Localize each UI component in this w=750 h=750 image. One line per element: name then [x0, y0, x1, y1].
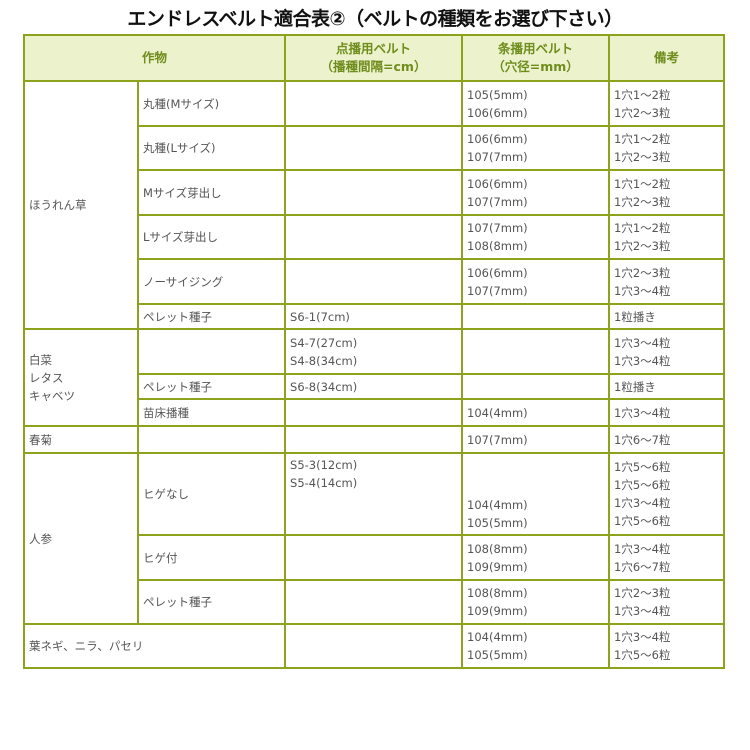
table-row: Lサイズ芽出し 107(7mm) 108(8mm) 1穴1～2粒 1穴2～3粒 [24, 214, 726, 260]
point-belt [284, 80, 464, 127]
notes: 1穴3～4粒 1穴6～7粒 [608, 534, 726, 581]
belt-compatibility-table: 作物 点播用ベルト （播種間隔=cm） 条播用ベルト （穴径=mm） 備考 ほう… [22, 34, 726, 669]
sub-type: ペレット種子 [136, 579, 287, 625]
notes: 1穴6～7粒 [608, 425, 726, 454]
table-row: ほうれん草 丸種(Mサイズ) 105(5mm) 106(6mm) 1穴1～2粒 … [23, 80, 726, 330]
point-belt [284, 398, 464, 427]
notes: 1穴1～2粒 1穴2～3粒 [608, 169, 726, 216]
table-row: ヒゲ付 108(8mm) 109(9mm) 1穴3～4粒 1穴6～7粒 [24, 534, 726, 581]
table-row: 春菊 107(7mm) 1穴6～7粒 [23, 425, 726, 454]
sub-type: ペレット種子 [136, 303, 287, 330]
header-row: 作物 点播用ベルト （播種間隔=cm） 条播用ベルト （穴径=mm） 備考 [22, 34, 726, 82]
crop-name: 人参 [23, 452, 139, 625]
table-row: ノーサイジング 106(6mm) 107(7mm) 1穴2～3粒 1穴3～4粒 [24, 258, 726, 305]
header-row-belt: 条播用ベルト （穴径=mm） [461, 34, 611, 82]
point-belt [284, 258, 464, 305]
point-belt [284, 534, 464, 581]
sub-type: 苗床播種 [136, 398, 287, 427]
crop-name: 葉ネギ、ニラ、パセリ [22, 623, 287, 669]
point-belt [284, 623, 464, 669]
header-notes: 備考 [608, 34, 726, 82]
sub-type: Mサイズ芽出し [136, 169, 287, 216]
notes: 1穴1～2粒 1穴2～3粒 [608, 125, 726, 171]
row-belt: 106(6mm) 107(7mm) [461, 169, 611, 216]
table-row: 白菜 レタス キャベツ S4-7(27cm) S4-8(34cm) 1穴3～4粒… [23, 328, 726, 427]
row-belt: 104(4mm) [461, 398, 611, 427]
notes: 1粒播き [608, 303, 726, 330]
table-row: 苗床播種 104(4mm) 1穴3～4粒 [24, 398, 726, 427]
point-belt [284, 214, 464, 260]
point-belt: S5-3(12cm) S5-4(14cm) [284, 452, 464, 536]
sub-type: ヒゲ付 [136, 534, 287, 581]
row-belt: 107(7mm) 108(8mm) [461, 214, 611, 260]
table-row: 丸種(Lサイズ) 106(6mm) 107(7mm) 1穴1～2粒 1穴2～3粒 [24, 125, 726, 171]
point-belt [284, 579, 464, 625]
row-belt [461, 373, 611, 400]
row-belt: 104(4mm) 105(5mm) [461, 452, 611, 536]
row-belt: 105(5mm) 106(6mm) [461, 80, 611, 127]
sub-type: ヒゲなし [136, 452, 287, 536]
point-belt [284, 425, 464, 454]
notes: 1穴3～4粒 [608, 398, 726, 427]
sub-type: 丸種(Lサイズ) [136, 125, 287, 171]
row-belt [461, 328, 611, 375]
crop-name: ほうれん草 [23, 80, 139, 330]
table-row: 人参 ヒゲなし S5-3(12cm) S5-4(14cm) 104(4mm) 1… [23, 452, 726, 625]
notes: 1穴1～2粒 1穴2～3粒 [608, 214, 726, 260]
row-belt: 106(6mm) 107(7mm) [461, 258, 611, 305]
crop-name: 春菊 [23, 425, 139, 454]
table-row: ペレット種子 108(8mm) 109(9mm) 1穴2～3粒 1穴3～4粒 [24, 579, 726, 625]
sub-type: 丸種(Mサイズ) [136, 80, 287, 127]
point-belt: S4-7(27cm) S4-8(34cm) [284, 328, 464, 375]
table-row: ペレット種子 S6-8(34cm) 1粒播き [24, 373, 726, 400]
notes: 1穴3～4粒 1穴3～4粒 [608, 328, 726, 375]
row-belt: 107(7mm) [461, 425, 611, 454]
row-belt [461, 303, 611, 330]
point-belt [284, 169, 464, 216]
point-belt [284, 125, 464, 171]
table-row: ペレット種子 S6-1(7cm) 1粒播き [24, 303, 726, 330]
notes: 1穴2～3粒 1穴3～4粒 [608, 258, 726, 305]
row-belt: 108(8mm) 109(9mm) [461, 534, 611, 581]
table-row: 葉ネギ、ニラ、パセリ 104(4mm) 105(5mm) 1穴3～4粒 1穴5～… [22, 623, 726, 669]
point-belt: S6-1(7cm) [284, 303, 464, 330]
point-belt: S6-8(34cm) [284, 373, 464, 400]
header-crop: 作物 [22, 34, 287, 82]
row-belt: 108(8mm) 109(9mm) [461, 579, 611, 625]
notes: 1穴3～4粒 1穴5～6粒 [608, 623, 726, 669]
notes: 1穴2～3粒 1穴3～4粒 [608, 579, 726, 625]
sub-type [136, 328, 287, 375]
page-title: エンドレスベルト適合表②（ベルトの種類をお選び下さい） [127, 8, 623, 30]
table-row: Mサイズ芽出し 106(6mm) 107(7mm) 1穴1～2粒 1穴2～3粒 [24, 169, 726, 216]
notes: 1穴5～6粒 1穴5～6粒 1穴3～4粒 1穴5～6粒 [608, 452, 726, 536]
sub-type [136, 425, 287, 454]
crop-name: 白菜 レタス キャベツ [23, 328, 139, 427]
sub-type: ペレット種子 [136, 373, 287, 400]
row-belt: 104(4mm) 105(5mm) [461, 623, 611, 669]
notes: 1粒播き [608, 373, 726, 400]
notes: 1穴1～2粒 1穴2～3粒 [608, 80, 726, 127]
sub-type: ノーサイジング [136, 258, 287, 305]
header-point-belt: 点播用ベルト （播種間隔=cm） [284, 34, 464, 82]
sub-type: Lサイズ芽出し [136, 214, 287, 260]
row-belt: 106(6mm) 107(7mm) [461, 125, 611, 171]
